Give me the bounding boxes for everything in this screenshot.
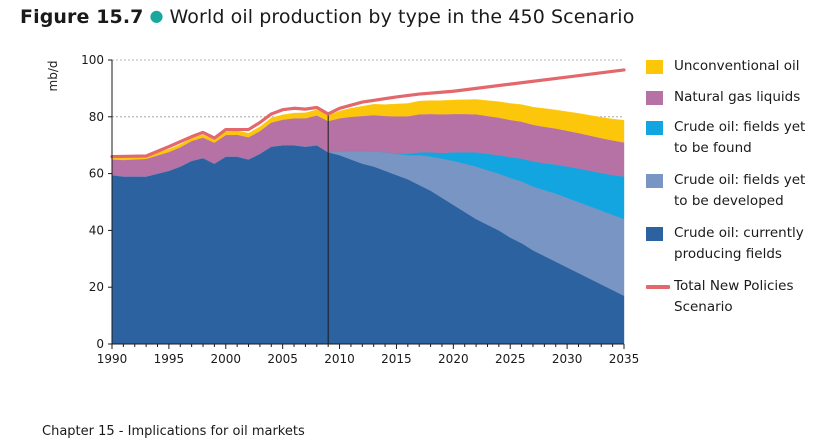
legend-label: Natural gas liquids [674, 89, 801, 105]
legend-label: Crude oil: currently producing fields [674, 225, 804, 262]
legend-swatch [646, 227, 663, 241]
y-tick-label: 60 [89, 167, 104, 181]
legend-label: Unconventional oil [674, 58, 800, 74]
x-tick-label: 2010 [324, 352, 355, 366]
x-tick-label: 2025 [495, 352, 526, 366]
x-tick-label: 2015 [381, 352, 412, 366]
bullet-dot-icon: ● [149, 6, 164, 25]
y-tick-label: 80 [89, 110, 104, 124]
figure-title-text: World oil production by type in the 450 … [169, 6, 635, 28]
footer-text: Chapter 15 - Implications for oil market… [42, 424, 305, 439]
legend-label: Crude oil: fields yet to be developed [674, 172, 806, 209]
axes [108, 59, 625, 349]
area-layers [111, 99, 625, 345]
legend-swatch [646, 174, 663, 188]
legend-label: Total New Policies Scenario [674, 278, 794, 315]
legend-swatch [646, 285, 670, 289]
y-tick-label: 100 [81, 53, 104, 67]
total-new-policies-line [110, 68, 626, 159]
y-tick-label: 40 [89, 223, 104, 237]
legend-swatch [646, 121, 663, 135]
x-tick-label: 2030 [552, 352, 583, 366]
x-tick-label: 2005 [267, 352, 298, 366]
total-line-layer [110, 68, 626, 159]
legend-swatch [646, 60, 663, 74]
figure-number: Figure 15.7 [20, 6, 144, 28]
legend-label: Crude oil: fields yet to be found [674, 119, 806, 156]
x-tick-label: 2035 [609, 352, 640, 366]
y-axis-label: mb/d [46, 61, 60, 92]
x-tick-labels: 1990 1995 2000 2005 2010 2015 2020 2025 2030 2035 [97, 352, 640, 366]
figure-title: Figure 15.7 ● World oil production by type… [20, 6, 634, 28]
y-tick-label: 0 [96, 337, 104, 351]
x-tick-label: 2000 [211, 352, 242, 366]
area-unconventional [111, 99, 625, 161]
x-tick-label: 1995 [154, 352, 185, 366]
x-tick-label: 2020 [438, 352, 469, 366]
y-tick-labels: 0 20 40 60 80 100 [81, 53, 104, 351]
y-tick-label: 20 [89, 280, 104, 294]
x-tick-label: 1990 [97, 352, 128, 366]
legend-swatch [646, 91, 663, 105]
